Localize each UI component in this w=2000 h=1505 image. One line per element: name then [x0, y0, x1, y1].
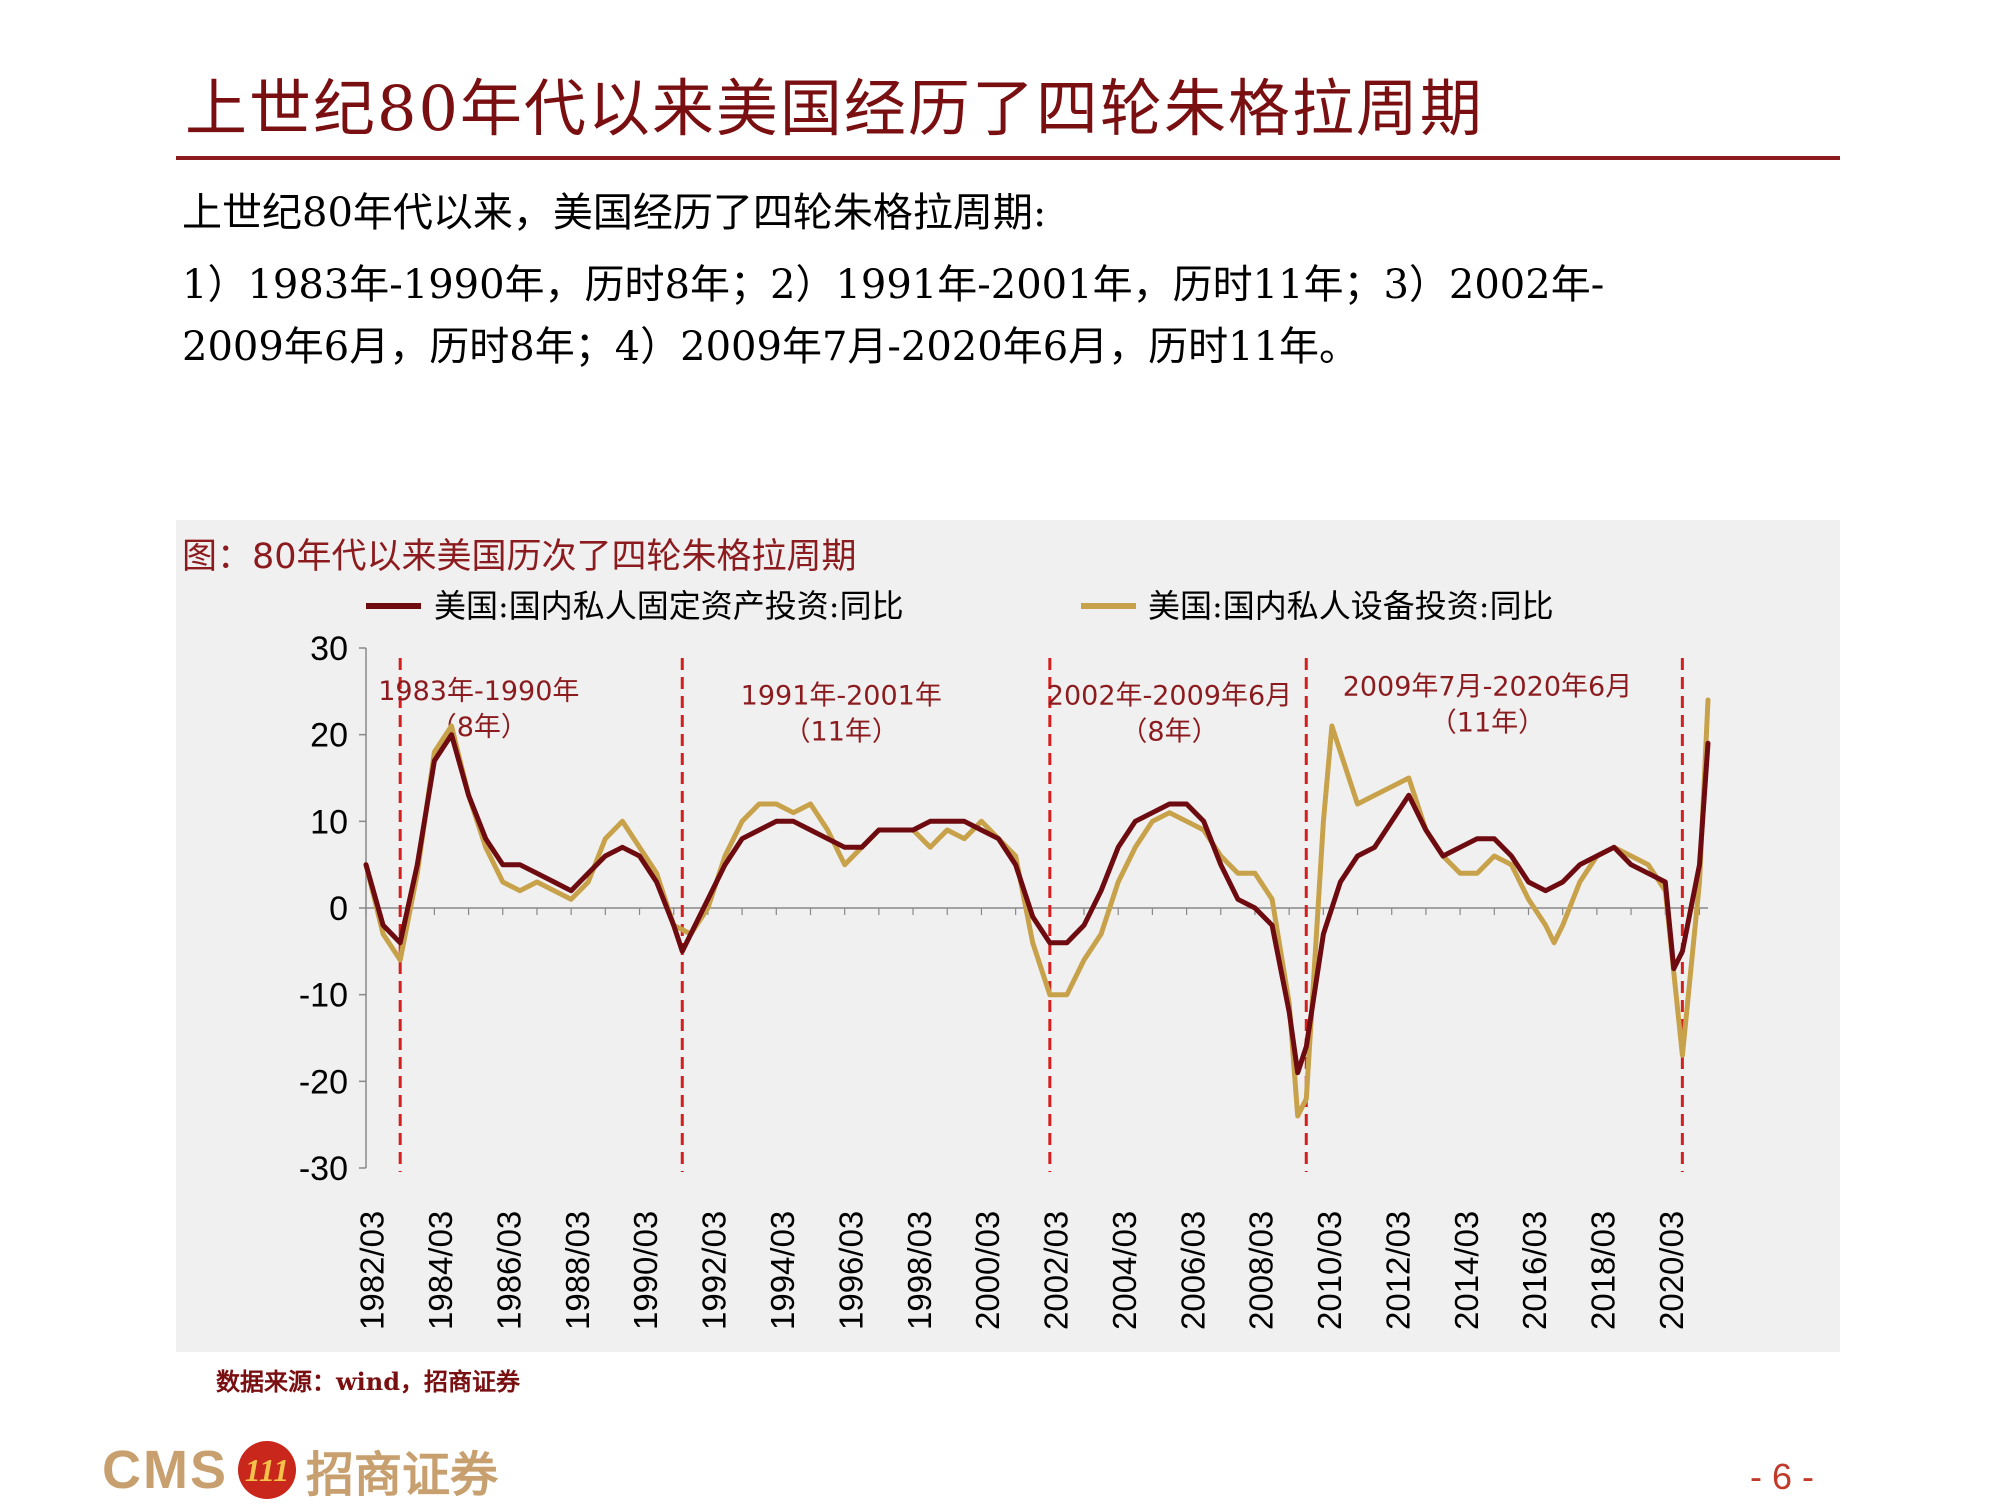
x-tick-label: 1992/03: [696, 1211, 733, 1330]
cycle-label: 1983年-1990年: [378, 676, 579, 707]
logo-company-name: 招商证券: [306, 1447, 499, 1503]
chart-title: 图：80年代以来美国历次了四轮朱格拉周期: [182, 537, 857, 577]
x-tick-label: 2008/03: [1243, 1211, 1280, 1330]
series-line-fixed-investment: [363, 732, 1711, 1076]
x-tick-label: 2006/03: [1174, 1211, 1211, 1330]
page-title: 上世纪80年代以来美国经历了四轮朱格拉周期: [185, 72, 1484, 145]
cycle-duration-label: （11年）: [1430, 708, 1545, 739]
company-logo: CMS 111 招商证券: [102, 1440, 498, 1503]
cycle-duration-label: （8年）: [1120, 716, 1218, 747]
x-tick-label: 2004/03: [1106, 1211, 1143, 1330]
y-tick-label: -10: [299, 977, 348, 1015]
x-tick-label: 2018/03: [1585, 1211, 1622, 1330]
series-line-equipment-investment: [363, 697, 1711, 1119]
legend-label: 美国:国内私人设备投资:同比: [1148, 587, 1554, 625]
cycle-label: 2009年7月-2020年6月: [1343, 672, 1633, 703]
cycle-duration-label: （11年）: [784, 716, 899, 747]
page-number: - 6 -: [1750, 1456, 1815, 1497]
cycle-label: 1991年-2001年: [741, 680, 942, 711]
intro-line-3: 2009年6月，历时8年；4）2009年7月-2020年6月，历时11年。: [182, 324, 1360, 370]
x-tick-label: 1988/03: [559, 1211, 596, 1330]
cycle-label: 2002年-2009年6月: [1047, 680, 1292, 711]
cycle-markers: 1983年-1990年 （8年） 1991年-2001年 （11年） 2002年-200…: [378, 658, 1684, 1172]
x-tick-label: 2020/03: [1653, 1211, 1690, 1330]
x-tick-label: 1986/03: [490, 1211, 527, 1330]
y-tick-label: 10: [310, 803, 348, 841]
x-tick-label: 1998/03: [901, 1211, 938, 1330]
legend-label: 美国:国内私人固定资产投资:同比: [434, 587, 904, 625]
data-source: 数据来源：wind，招商证券: [216, 1367, 521, 1396]
x-tick-label: 2010/03: [1311, 1211, 1348, 1330]
x-tick-label: 1984/03: [422, 1211, 459, 1330]
x-tick-label: 1990/03: [627, 1211, 664, 1330]
line-chart: 美国:国内私人固定资产投资:同比 美国:国内私人设备投资:同比 30 20 10 0 -1…: [299, 587, 1711, 1330]
x-tick-label: 1982/03: [354, 1211, 391, 1330]
chart-legend: 美国:国内私人固定资产投资:同比 美国:国内私人设备投资:同比: [366, 587, 1554, 625]
y-tick-label: 0: [329, 890, 348, 928]
logo-cms-text: CMS: [102, 1440, 228, 1500]
x-tick-label: 2016/03: [1516, 1211, 1553, 1330]
y-tick-label: 30: [310, 630, 348, 668]
logo-badge-icon: 111: [238, 1441, 296, 1499]
x-tick-label: 2000/03: [969, 1211, 1006, 1330]
intro-line-2: 1）1983年-1990年，历时8年；2）1991年-2001年，历时11年；3…: [182, 262, 1605, 308]
x-tick-label: 1994/03: [764, 1211, 801, 1330]
x-tick-label: 2014/03: [1448, 1211, 1485, 1330]
chart-series: [363, 697, 1711, 1119]
y-tick-label: 20: [310, 717, 348, 755]
title-divider: [176, 156, 1840, 160]
x-tick-label: 1996/03: [832, 1211, 869, 1330]
intro-line-1: 上世纪80年代以来，美国经历了四轮朱格拉周期:: [182, 190, 1047, 236]
y-tick-label: -20: [299, 1063, 348, 1101]
chart-panel: [176, 520, 1840, 1352]
x-tick-label: 2012/03: [1379, 1211, 1416, 1330]
y-tick-label: -30: [299, 1150, 348, 1188]
x-tick-label: 2002/03: [1038, 1211, 1075, 1330]
